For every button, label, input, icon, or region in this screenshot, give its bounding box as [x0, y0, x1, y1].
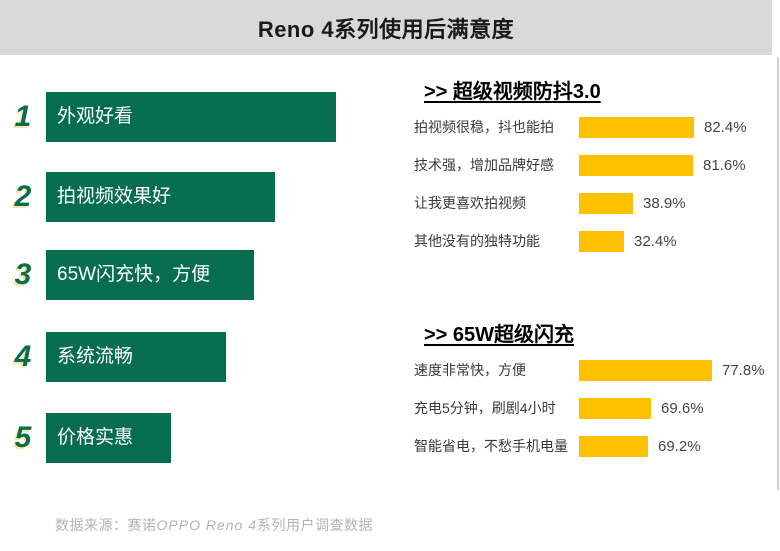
- chart-bar-value: 82.4%: [704, 118, 747, 136]
- chart-bar: [579, 359, 712, 381]
- chart-row-label: 让我更喜欢拍视频: [414, 195, 526, 211]
- chart-bar-value: 69.2%: [658, 437, 701, 455]
- rank-row: 4 系统流畅: [0, 332, 226, 382]
- chart-row-label: 速度非常快，方便: [414, 362, 526, 378]
- chart-title: >> 超级视频防抖3.0: [424, 81, 601, 103]
- rank-number: 2: [14, 180, 32, 213]
- rank-bar-label: 65W闪充快，方便: [46, 250, 254, 300]
- chart-row-label: 充电5分钟，刷剧4小时: [414, 400, 556, 416]
- rank-number: 4: [14, 340, 32, 373]
- rank-row: 2 拍视频效果好: [0, 172, 275, 222]
- chart-row: 其他没有的独特功能 32.4%: [414, 222, 780, 260]
- chart-row-label: 技术强，增加品牌好感: [414, 157, 554, 173]
- chart-bar-value: 81.6%: [703, 156, 746, 174]
- chart-row-label: 智能省电，不愁手机电量: [414, 438, 568, 454]
- chart-bar-value: 77.8%: [722, 361, 765, 379]
- rank-bar-label: 价格实惠: [46, 413, 171, 463]
- chart-bar: [579, 116, 694, 138]
- data-source-product: OPPO Reno 4: [156, 517, 257, 533]
- chart-title: >> 65W超级闪充: [424, 324, 575, 346]
- chart-bar: [579, 192, 633, 214]
- chart-row-label: 其他没有的独特功能: [414, 233, 540, 249]
- rank-bar-label: 外观好看: [46, 92, 336, 142]
- chart-bar: [579, 154, 693, 176]
- rank-row: 1 外观好看: [0, 92, 336, 142]
- chart-row: 速度非常快，方便 77.8%: [414, 351, 780, 389]
- chart-rows: 拍视频很稳，抖也能拍 82.4% 技术强，增加品牌好感 81.6% 让我更喜欢拍视频 38…: [414, 108, 780, 260]
- chart-flash-charge: >> 65W超级闪充 速度非常快，方便 77.8% 充电5分钟，刷剧4小时 69.6%…: [414, 323, 780, 465]
- chart-row: 技术强，增加品牌好感 81.6%: [414, 146, 780, 184]
- chart-row: 充电5分钟，刷剧4小时 69.6%: [414, 389, 780, 427]
- rank-number: 1: [14, 100, 32, 133]
- rank-bar-label: 拍视频效果好: [46, 172, 275, 222]
- header-bar: Reno 4系列使用后满意度: [0, 0, 772, 55]
- right-border-line: [777, 57, 779, 490]
- chart-bar-value: 69.6%: [661, 399, 704, 417]
- chart-video-stabilization: >> 超级视频防抖3.0 拍视频很稳，抖也能拍 82.4% 技术强，增加品牌好感 81…: [414, 80, 780, 260]
- rank-number: 3: [14, 258, 32, 291]
- chart-row-label: 拍视频很稳，抖也能拍: [414, 119, 554, 135]
- rank-bar-label: 系统流畅: [46, 332, 226, 382]
- chart-row: 智能省电，不愁手机电量 69.2%: [414, 427, 780, 465]
- data-source-suffix: 系列用户调查数据: [257, 517, 373, 533]
- rank-row: 5 价格实惠: [0, 413, 171, 463]
- chart-row: 拍视频很稳，抖也能拍 82.4%: [414, 108, 780, 146]
- chart-bar-value: 32.4%: [634, 232, 677, 250]
- data-source: 数据来源：赛诺OPPO Reno 4系列用户调查数据: [55, 515, 373, 535]
- rank-row: 3 65W闪充快，方便: [0, 250, 254, 300]
- chart-bar: [579, 435, 648, 457]
- chart-rows: 速度非常快，方便 77.8% 充电5分钟，刷剧4小时 69.6% 智能省电，不愁手机电量…: [414, 351, 780, 465]
- data-source-prefix: 数据来源：赛诺: [55, 517, 157, 533]
- chart-bar: [579, 397, 651, 419]
- page-title: Reno 4系列使用后满意度: [257, 16, 515, 42]
- rank-number: 5: [14, 421, 32, 454]
- chart-bar: [579, 230, 624, 252]
- chart-row: 让我更喜欢拍视频 38.9%: [414, 184, 780, 222]
- chart-bar-value: 38.9%: [643, 194, 686, 212]
